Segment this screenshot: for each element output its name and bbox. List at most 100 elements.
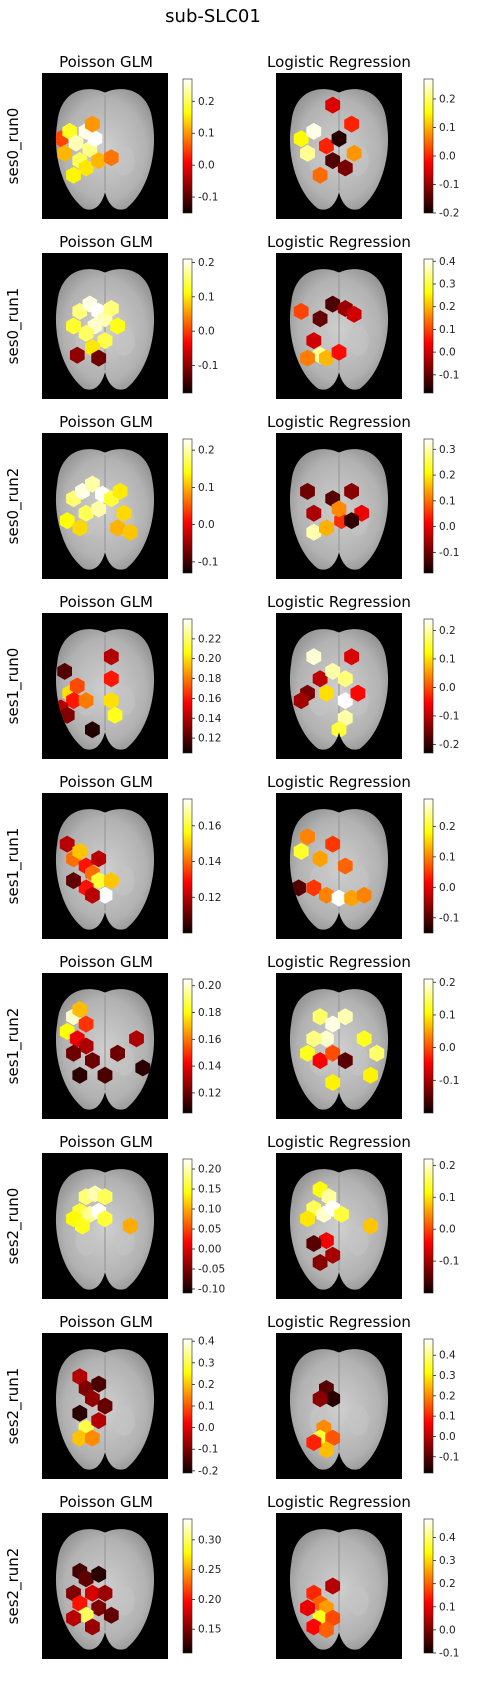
colorbar <box>182 978 193 1114</box>
colorbar-tick-label: -0.10 <box>198 1284 225 1296</box>
hippocampus-shape <box>113 145 135 176</box>
panel: ses0_run0 Poisson GLM 0.2 0.1 0.0 -0.1 <box>4 53 219 219</box>
activation-blob <box>85 475 100 493</box>
activation-blob <box>300 828 315 846</box>
activation-blob <box>72 1066 88 1084</box>
colorbar-tick-label: -0.2 <box>439 739 460 751</box>
colorbar-tick-label: 0.14 <box>198 713 222 725</box>
colorbar-tick-label: 0.2 <box>198 1379 215 1391</box>
hippocampus-shape <box>347 325 369 356</box>
colorbar-tick-label: -0.1 <box>439 179 460 191</box>
activation-blob <box>293 842 309 860</box>
activation-blob <box>319 519 334 537</box>
colorbar-tick-label: -0.1 <box>198 1444 219 1456</box>
activation-blob <box>293 692 309 710</box>
activation-blob <box>337 159 353 177</box>
colorbar-tick-label: 0.10 <box>198 1204 221 1216</box>
activation-blob <box>300 482 315 500</box>
colorbar-tick-label: 0.1 <box>439 1192 456 1204</box>
activation-blob <box>97 1066 113 1084</box>
activation-blob <box>97 332 113 350</box>
activation-blob <box>306 122 322 140</box>
colorbar-tick-label: 0.14 <box>198 1061 222 1073</box>
activation-blob <box>300 1599 315 1617</box>
activation-blob <box>91 1375 107 1393</box>
colorbar-tick-label: 0.0 <box>439 347 456 359</box>
panel-title: Poisson GLM <box>59 1493 153 1511</box>
activation-blob <box>78 692 94 710</box>
activation-blob <box>57 662 72 680</box>
colorbar <box>423 798 434 934</box>
hippocampus-shape <box>347 1045 369 1076</box>
activation-blob <box>337 670 353 688</box>
activation-blob <box>344 512 359 530</box>
panel-title: Poisson GLM <box>59 413 153 431</box>
colorbar-tick-label: 0.1 <box>198 128 215 140</box>
colorbar-tick-label: 0.2 <box>198 257 215 269</box>
activation-blob <box>72 1595 88 1612</box>
panel-title: Poisson GLM <box>59 773 153 791</box>
panel: Logistic Regression 0.2 0.1 0.0 -0.1 <box>267 773 460 939</box>
activation-blob <box>103 1606 119 1624</box>
hippocampus-shape <box>347 1405 369 1436</box>
row-label: ses1_run0 <box>4 648 23 725</box>
panel: ses2_run2 Poisson GLM 0.30 0.25 0.20 0.15 <box>4 1493 221 1659</box>
activation-blob <box>312 670 328 688</box>
colorbar-tick-label: 0.3 <box>439 444 456 456</box>
colorbar-tick-label: 0.3 <box>439 1370 456 1382</box>
activation-blob <box>325 1044 341 1062</box>
panel-title: Logistic Regression <box>267 413 411 431</box>
panel: Logistic Regression 0.2 0.1 0.0 -0.1 <box>267 1133 460 1299</box>
panel: Logistic Regression 0.2 0.1 0.0 -0.1 -0.2 <box>267 53 459 220</box>
activation-map <box>293 648 366 739</box>
activation-blob <box>57 144 72 162</box>
activation-map <box>66 1185 138 1235</box>
colorbar-tick-label: 0.0 <box>439 1431 456 1443</box>
colorbar <box>182 438 193 574</box>
colorbar-tick-label: 0.1 <box>439 1411 456 1423</box>
activation-blob <box>346 144 362 162</box>
panel-title: Logistic Regression <box>267 773 411 791</box>
activation-blob <box>325 1429 341 1447</box>
colorbar-tick-label: 0.2 <box>439 470 456 482</box>
activation-blob <box>312 1052 328 1070</box>
activation-blob <box>78 1037 94 1055</box>
row-label: ses0_run0 <box>4 108 23 185</box>
colorbar-tick-label: 0.0 <box>439 1042 456 1054</box>
activation-blob <box>350 684 366 702</box>
colorbar <box>423 1518 434 1654</box>
activation-map <box>293 96 362 184</box>
activation-blob <box>319 1441 334 1459</box>
colorbar <box>423 1158 434 1294</box>
panel: Logistic Regression 0.3 0.2 0.1 0.0 -0.1 <box>267 413 460 579</box>
colorbar-tick-label: 0.4 <box>198 1336 215 1348</box>
colorbar-tick-label: 0.18 <box>198 673 221 685</box>
panel: Logistic Regression 0.4 0.3 0.2 0.1 0.0 -0.1 <box>267 233 460 399</box>
colorbar-tick-label: 0.0 <box>198 326 215 338</box>
activation-map <box>66 1562 119 1636</box>
hippocampus-shape <box>113 685 135 716</box>
activation-blob <box>110 1044 125 1062</box>
panel: Logistic Regression 0.4 0.3 0.2 0.1 0.0 -0.1 <box>267 1493 459 1660</box>
activation-blob <box>78 324 94 342</box>
activation-blob <box>97 1397 113 1415</box>
colorbar-tick-label: 0.12 <box>198 1087 221 1099</box>
activation-blob <box>72 1368 88 1386</box>
row-label: ses2_run0 <box>4 1188 23 1265</box>
activation-blob <box>325 1015 341 1033</box>
activation-blob <box>72 842 88 860</box>
colorbar-tick-label: 0.16 <box>198 1034 222 1046</box>
activation-blob <box>129 1030 144 1048</box>
panel-title: Poisson GLM <box>59 233 153 251</box>
activation-blob <box>319 684 334 702</box>
activation-blob <box>122 1217 138 1235</box>
activation-blob <box>91 500 107 518</box>
figure-title: sub-SLC01 <box>165 6 261 27</box>
colorbar-tick-label: 0.0 <box>439 1224 456 1236</box>
panel: ses2_run0 Poisson GLM 0.20 0.15 0.10 0.05 0.00… <box>4 1133 225 1299</box>
activation-blob <box>103 149 119 167</box>
colorbar-tick-label: 0.4 <box>439 1532 456 1544</box>
activation-blob <box>312 1390 328 1408</box>
colorbar <box>182 258 193 394</box>
activation-blob <box>325 1609 341 1627</box>
